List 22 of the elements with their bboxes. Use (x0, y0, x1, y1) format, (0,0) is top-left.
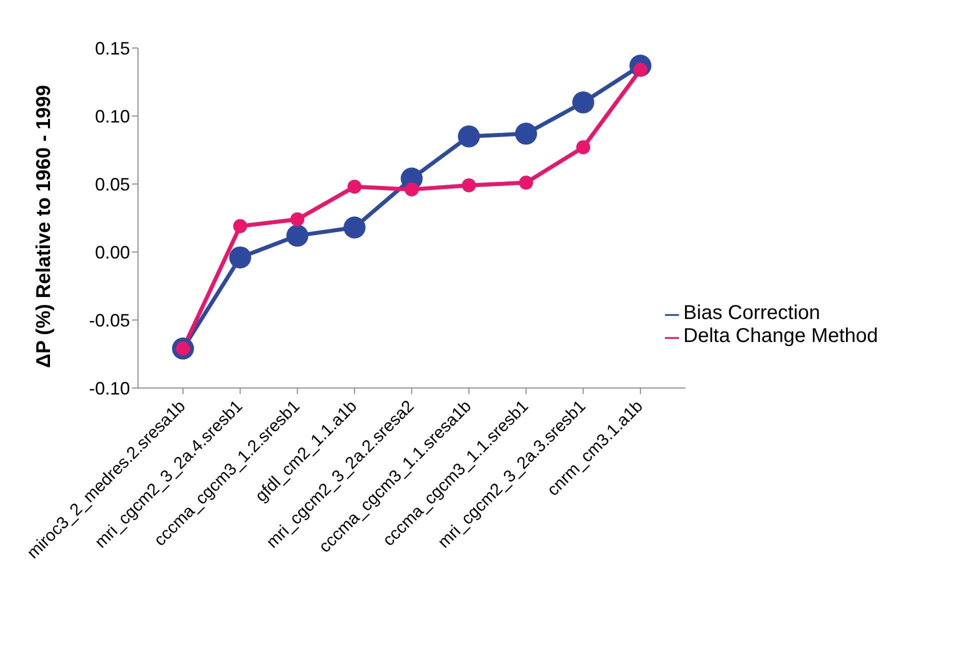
point (229, 246, 252, 268)
point (348, 180, 362, 194)
point (233, 219, 248, 234)
point (515, 122, 538, 145)
legend-label: Delta Change Method (683, 325, 878, 347)
point (290, 212, 304, 226)
point (462, 178, 476, 192)
y-axis-title: ΔP (%) Relative to 1960 - 1999 (33, 84, 56, 368)
point (572, 91, 594, 114)
legend-label: Bias Correction (683, 302, 820, 324)
y-tick-label: 0.00 (94, 242, 130, 262)
y-tick-label: 0.15 (94, 38, 130, 58)
y-tick-label: 0.05 (94, 174, 130, 194)
y-tick-label: 0.10 (94, 106, 130, 126)
point (576, 140, 590, 154)
point (519, 176, 534, 190)
y-tick-label: -0.10 (88, 378, 130, 398)
y-tick-label: -0.05 (88, 310, 130, 330)
point (404, 182, 419, 196)
point (286, 224, 308, 247)
point (458, 125, 480, 148)
point (344, 216, 366, 239)
